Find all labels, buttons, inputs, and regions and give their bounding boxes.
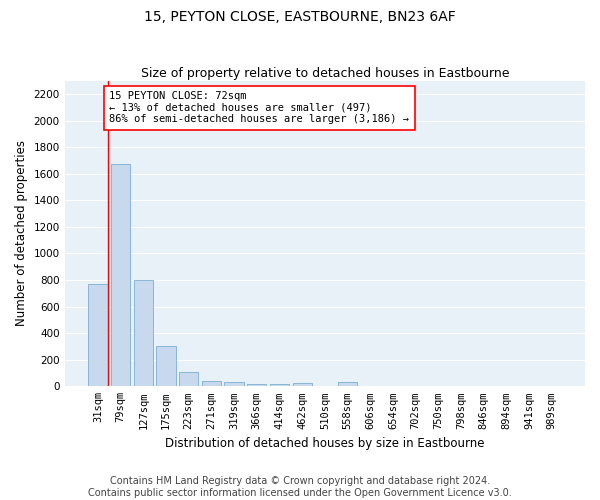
X-axis label: Distribution of detached houses by size in Eastbourne: Distribution of detached houses by size … xyxy=(165,437,485,450)
Bar xyxy=(111,164,130,386)
Title: Size of property relative to detached houses in Eastbourne: Size of property relative to detached ho… xyxy=(140,66,509,80)
Text: 15, PEYTON CLOSE, EASTBOURNE, BN23 6AF: 15, PEYTON CLOSE, EASTBOURNE, BN23 6AF xyxy=(144,10,456,24)
Bar xyxy=(270,384,289,386)
Y-axis label: Number of detached properties: Number of detached properties xyxy=(15,140,28,326)
Bar xyxy=(338,382,357,386)
Bar xyxy=(293,383,312,386)
Bar xyxy=(179,372,199,386)
Text: Contains HM Land Registry data © Crown copyright and database right 2024.
Contai: Contains HM Land Registry data © Crown c… xyxy=(88,476,512,498)
Text: 15 PEYTON CLOSE: 72sqm
← 13% of detached houses are smaller (497)
86% of semi-de: 15 PEYTON CLOSE: 72sqm ← 13% of detached… xyxy=(109,92,409,124)
Bar xyxy=(202,381,221,386)
Bar xyxy=(134,280,153,386)
Bar xyxy=(157,346,176,387)
Bar xyxy=(88,284,107,386)
Bar xyxy=(247,384,266,386)
Bar xyxy=(224,382,244,386)
